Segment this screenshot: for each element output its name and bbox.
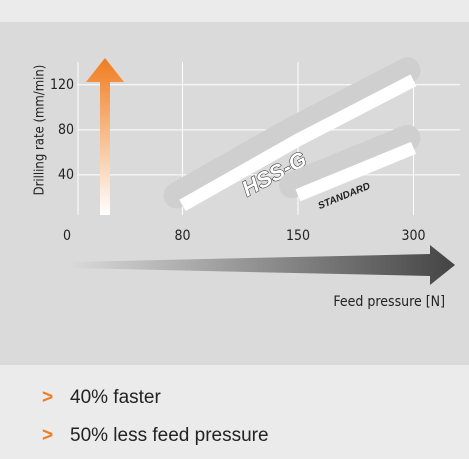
bullet-text: 50% less feed pressure bbox=[70, 425, 269, 446]
band-shadow bbox=[279, 124, 421, 199]
x-tick-label: 0 bbox=[63, 228, 71, 244]
rate-arrow bbox=[86, 58, 124, 215]
bullet-icon: > bbox=[42, 425, 53, 446]
x-tick-label: 150 bbox=[286, 228, 310, 244]
pressure-arrow bbox=[70, 245, 455, 285]
y-tick-label: 40 bbox=[58, 167, 74, 183]
x-tick-label: 80 bbox=[174, 228, 190, 244]
series-band bbox=[295, 141, 416, 202]
x-tick-label: 300 bbox=[401, 228, 425, 244]
y-tick-label: 120 bbox=[50, 77, 74, 93]
y-tick-label: 80 bbox=[58, 122, 74, 138]
y-axis-label: Drilling rate (mm/min) bbox=[33, 65, 48, 196]
band-shadow bbox=[163, 57, 421, 209]
x-axis-label: Feed pressure [N] bbox=[333, 294, 445, 310]
bullet-text: 40% faster bbox=[70, 387, 161, 408]
series-band bbox=[179, 74, 417, 212]
bullet-icon: > bbox=[42, 387, 53, 408]
